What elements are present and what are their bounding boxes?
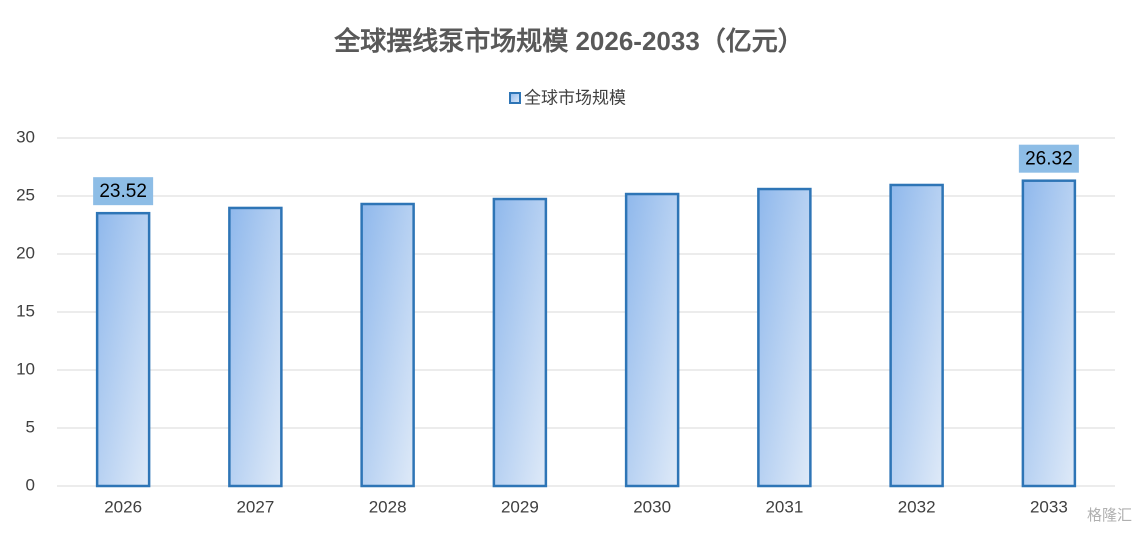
y-tick-label: 20 <box>16 243 35 262</box>
bar <box>228 206 283 488</box>
x-tick-label: 2030 <box>633 497 671 516</box>
y-tick-label: 0 <box>26 475 35 494</box>
x-tick-label: 2028 <box>369 497 407 516</box>
data-label: 26.32 <box>1025 149 1073 170</box>
x-tick-label: 2029 <box>501 497 539 516</box>
y-tick-label: 5 <box>26 417 35 436</box>
data-label-box <box>1018 144 1079 173</box>
data-label: 23.52 <box>99 181 147 202</box>
x-tick-label: 2026 <box>104 497 142 516</box>
data-label-box <box>93 177 154 206</box>
legend-swatch <box>509 92 521 104</box>
watermark: 格隆汇 <box>1087 507 1132 524</box>
bar <box>360 202 415 488</box>
bar <box>889 183 944 488</box>
bar <box>95 211 151 488</box>
legend-label: 全球市场规模 <box>524 88 626 107</box>
y-tick-label: 15 <box>16 301 35 320</box>
bar <box>492 197 548 488</box>
x-tick-label: 2031 <box>765 497 803 516</box>
x-tick-label: 2032 <box>898 497 936 516</box>
y-tick-label: 10 <box>16 359 35 378</box>
x-tick-label: 2027 <box>236 497 274 516</box>
y-tick-label: 30 <box>16 127 35 146</box>
bar <box>757 187 812 488</box>
y-tick-label: 25 <box>16 185 35 204</box>
bar <box>1021 179 1077 488</box>
chart-title: 全球摆线泵市场规模 2026-2033（亿元） <box>333 26 804 56</box>
bar <box>624 192 680 488</box>
x-tick-label: 2033 <box>1030 497 1068 516</box>
